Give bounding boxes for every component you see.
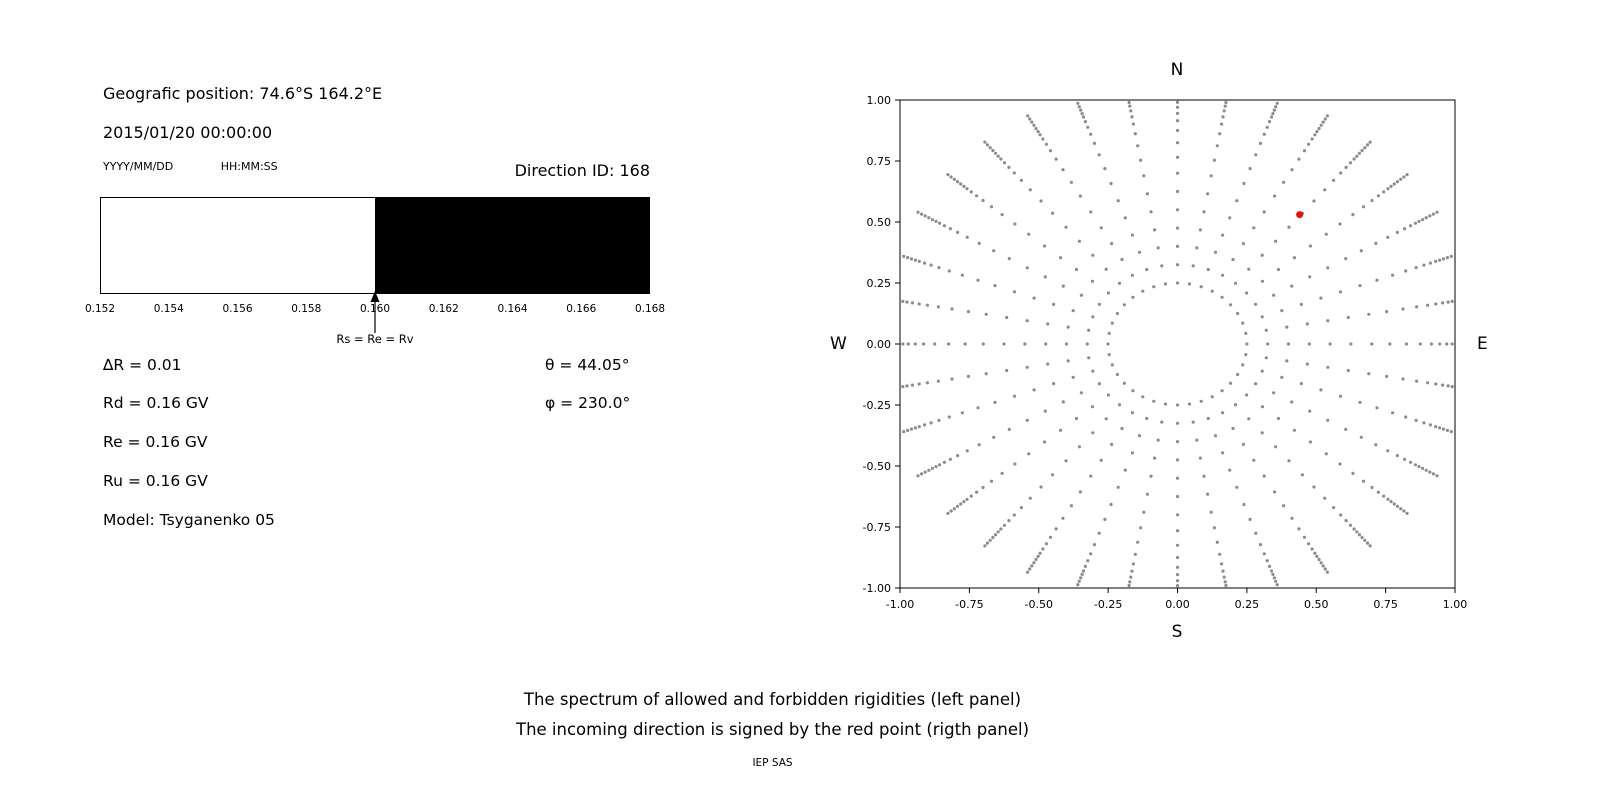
date-format-label: YYYY/MM/DD: [103, 160, 174, 173]
spectrum-tick-label: 0.162: [428, 303, 459, 315]
param-rd: Rd = 0.16 GV: [103, 394, 209, 412]
svg-text:0.75: 0.75: [1373, 598, 1398, 611]
incoming-direction-point: [1296, 211, 1304, 219]
svg-text:-0.75: -0.75: [955, 598, 983, 611]
svg-text:-0.25: -0.25: [863, 399, 891, 412]
caption-line-2: The incoming direction is signed by the …: [515, 720, 1030, 739]
spectrum-tick-label: 0.168: [634, 303, 666, 315]
compass-north-label: N: [1170, 60, 1184, 80]
param-theta: θ = 44.05°: [545, 356, 630, 374]
svg-text:0.75: 0.75: [867, 155, 892, 168]
datetime-format-row: YYYY/MM/DD HH:MM:SS: [103, 160, 278, 173]
svg-text:-0.75: -0.75: [863, 521, 891, 534]
compass-east-label: E: [1477, 334, 1488, 354]
compass-west-label: W: [830, 334, 847, 354]
compass-south-label: S: [1171, 622, 1183, 642]
rigidity-spectrum-bar: [100, 197, 650, 294]
spectrum-tick-label: 0.152: [84, 303, 116, 315]
rigidity-marker-label: Rs = Re = Rv: [336, 332, 414, 346]
svg-text:0.50: 0.50: [867, 216, 892, 229]
asymptotic-dots: [901, 100, 1454, 588]
spectrum-axis-ticks: 0.152 0.154 0.156 0.158 0.160 0.162 0.164 0.166…: [85, 303, 665, 317]
svg-text:0.00: 0.00: [1165, 598, 1190, 611]
svg-text:0.00: 0.00: [867, 338, 892, 351]
credit-label: IEP SAS: [752, 757, 793, 769]
svg-text:-0.50: -0.50: [863, 460, 891, 473]
svg-text:-1.00: -1.00: [863, 582, 891, 595]
direction-scatter-plot: -1.00 -0.75 -0.50 -0.25 0.00 0.25 0.50 0.75 1.00…: [863, 94, 1468, 611]
svg-text:0.50: 0.50: [1304, 598, 1329, 611]
param-re: Re = 0.16 GV: [103, 433, 208, 451]
spectrum-tick-label: 0.158: [291, 303, 322, 315]
param-phi: φ = 230.0°: [545, 394, 631, 412]
datetime-label: 2015/01/20 00:00:00: [103, 123, 273, 142]
spectrum-tick-label: 0.154: [153, 303, 184, 315]
svg-text:-0.50: -0.50: [1025, 598, 1053, 611]
param-delta-r: ∆R = 0.01: [103, 356, 182, 374]
param-ru: Ru = 0.16 GV: [103, 472, 208, 490]
time-format-label: HH:MM:SS: [220, 160, 278, 173]
spectrum-tick-label: 0.166: [566, 303, 597, 315]
geographic-position-label: Geografic position: 74.6°S 164.2°E: [103, 84, 383, 103]
svg-text:0.25: 0.25: [867, 277, 892, 290]
caption-line-1: The spectrum of allowed and forbidden ri…: [523, 690, 1022, 709]
svg-text:1.00: 1.00: [1443, 598, 1468, 611]
svg-text:1.00: 1.00: [867, 94, 892, 107]
param-model: Model: Tsyganenko 05: [103, 511, 275, 529]
spectrum-tick-label: 0.164: [497, 303, 528, 315]
direction-id-label: Direction ID: 168: [514, 161, 650, 180]
rigidity-marker-arrow: [370, 291, 380, 333]
forbidden-region: [375, 198, 649, 293]
svg-text:0.25: 0.25: [1235, 598, 1260, 611]
spectrum-tick-label: 0.156: [222, 303, 253, 315]
svg-text:-1.00: -1.00: [886, 598, 914, 611]
svg-text:-0.25: -0.25: [1094, 598, 1122, 611]
